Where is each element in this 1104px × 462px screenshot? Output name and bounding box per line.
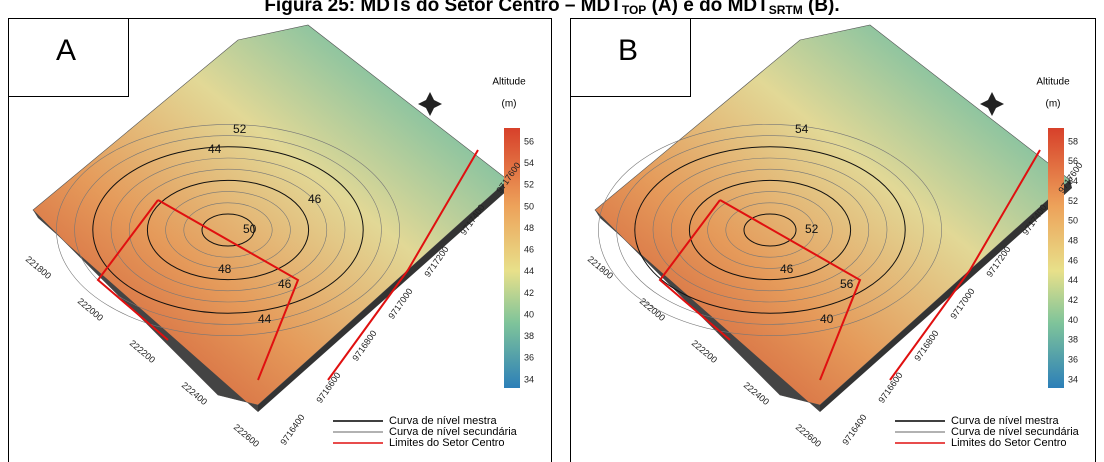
y-axis-label: 9716400 <box>278 412 306 446</box>
colorbar-tick-label: 52 <box>1068 196 1078 206</box>
colorbar-tick-label: 56 <box>524 136 534 146</box>
contour-label: 54 <box>795 122 809 136</box>
colorbar-tick-label: 50 <box>524 201 534 211</box>
title-subscript: TOP <box>622 3 646 17</box>
x-axis-label: 222200 <box>128 338 157 365</box>
colorbar-tick-label: 48 <box>1068 236 1078 246</box>
colorbar-tick-label: 38 <box>524 331 534 341</box>
figure: Figura 25: MDTs do Setor Centro – MDTTOP… <box>0 0 1104 462</box>
colorbar-tick-label: 42 <box>1068 295 1078 305</box>
colorbar-tick-label: 46 <box>524 245 534 255</box>
colorbar-tick-label: 50 <box>1068 216 1078 226</box>
y-axis-label: 9716600 <box>876 370 904 404</box>
colorbar-tick-label: 44 <box>524 266 534 276</box>
x-axis-label: 222000 <box>76 296 105 323</box>
y-axis-label: 9716800 <box>912 328 940 362</box>
y-axis-label: 9716800 <box>350 328 378 362</box>
colorbar-tick-label: 48 <box>524 223 534 233</box>
x-axis-label: 222400 <box>180 380 209 407</box>
contour-label: 46 <box>278 277 292 291</box>
colorbar-tick-label: 52 <box>524 180 534 190</box>
legend-label: Limites do Setor Centro <box>951 437 1067 449</box>
colorbar-tick-label: 36 <box>1068 355 1078 365</box>
colorbar-tick-label: 54 <box>524 158 534 168</box>
colorbar-tick-label: 36 <box>524 353 534 363</box>
contour-label: 46 <box>780 262 794 276</box>
legend-title: Altitude <box>492 77 526 88</box>
x-axis-label: 222600 <box>794 422 823 449</box>
x-axis-label: 222200 <box>690 338 719 365</box>
y-axis-label: 9716600 <box>314 370 342 404</box>
legend-unit: (m) <box>502 99 517 110</box>
contour-label: 44 <box>258 312 272 326</box>
colorbar-tick-label: 40 <box>1068 315 1078 325</box>
contour-label: 52 <box>233 122 247 136</box>
title-part: Figura 25: MDTs do Setor Centro – MDT <box>264 0 622 16</box>
colorbar-tick-label: 46 <box>1068 255 1078 265</box>
panel: A Altitude (m) 56 54 52 50 48 46 44 42 40 38 36 34 2218… <box>9 19 552 462</box>
legend-label: Limites do Setor Centro <box>389 437 505 449</box>
contour-label: 48 <box>218 262 232 276</box>
compass-rose <box>418 92 442 116</box>
title-part: (B). <box>803 0 840 16</box>
compass-rose <box>980 92 1004 116</box>
x-axis-label: 221800 <box>24 254 53 281</box>
x-axis-label: 222000 <box>638 296 667 323</box>
contour-label: 44 <box>208 142 222 156</box>
contour-label: 56 <box>840 277 854 291</box>
colorbar <box>1048 128 1064 388</box>
colorbar-tick-label: 58 <box>1068 136 1078 146</box>
contour-label: 46 <box>308 192 322 206</box>
colorbar-tick-label: 34 <box>524 374 534 384</box>
panel: B Altitude (m) 58 56 54 52 50 48 46 44 42 40 38 36 34 22… <box>571 19 1096 462</box>
title-part: (A) e do MDT <box>646 0 769 16</box>
panel-label: B <box>618 34 638 67</box>
colorbar-tick-label: 40 <box>524 309 534 319</box>
figure-title: Figura 25: MDTs do Setor Centro – MDTTOP… <box>264 0 839 17</box>
y-axis-label: 9716400 <box>840 412 868 446</box>
colorbar-tick-label: 42 <box>524 288 534 298</box>
legend-unit: (m) <box>1046 99 1061 110</box>
legend-title: Altitude <box>1036 77 1070 88</box>
colorbar-tick-label: 38 <box>1068 335 1078 345</box>
contour-label: 40 <box>820 312 834 326</box>
title-subscript: SRTM <box>769 3 803 17</box>
contour-label: 50 <box>243 222 257 236</box>
colorbar-tick-label: 34 <box>1068 374 1078 384</box>
colorbar-tick-label: 44 <box>1068 275 1078 285</box>
x-axis-label: 222400 <box>742 380 771 407</box>
x-axis-label: 221800 <box>586 254 615 281</box>
panel-label: A <box>56 34 76 67</box>
contour-label: 52 <box>805 222 819 236</box>
x-axis-label: 222600 <box>232 422 261 449</box>
